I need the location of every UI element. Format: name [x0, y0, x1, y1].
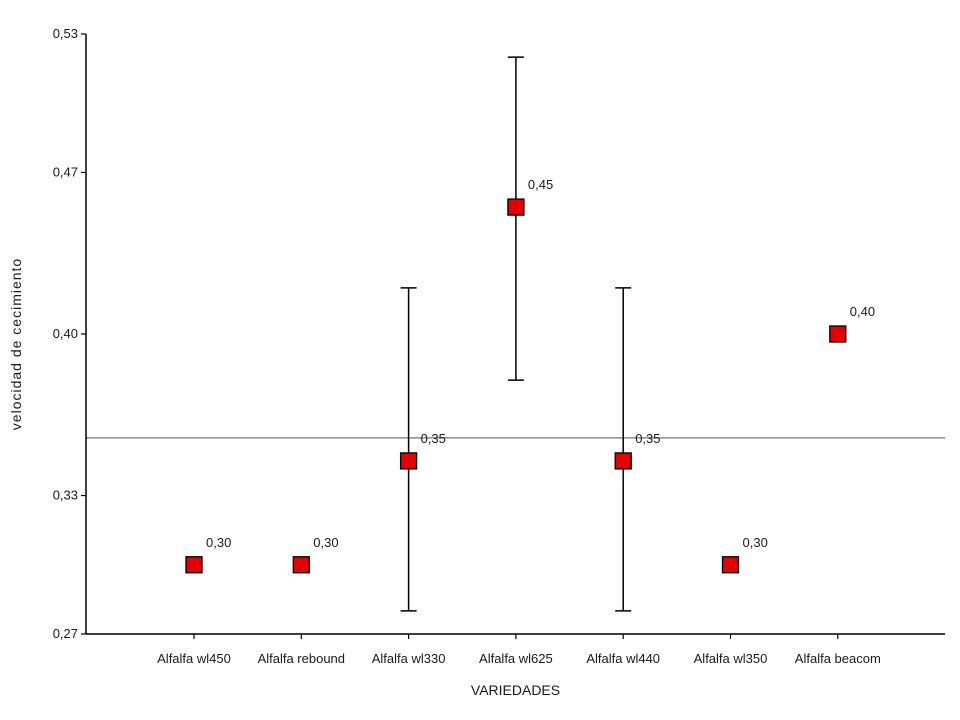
x-tick-label: Alfalfa wl350 [694, 651, 768, 666]
y-tick-label: 0,40 [53, 326, 78, 341]
x-tick-label: Alfalfa wl450 [157, 651, 231, 666]
y-tick-label: 0,53 [53, 26, 78, 41]
error-bar-layer [400, 56, 632, 612]
data-point-label: 0,30 [743, 535, 768, 550]
error-bar [615, 287, 632, 612]
data-point [507, 198, 525, 216]
data-points [185, 198, 847, 574]
data-point [399, 452, 418, 470]
error-bar [507, 56, 524, 381]
data-point [721, 556, 740, 574]
error-bar [400, 287, 417, 612]
data-point [614, 452, 632, 470]
data-point-label: 0,45 [528, 177, 553, 192]
x-tick-label: Alfalfa beacom [795, 651, 881, 666]
x-axis-title: VARIEDADES [471, 682, 560, 698]
y-ticks: 0,27 0,33 0,40 0,47 0,53 [53, 26, 86, 641]
x-tick-label: Alfalfa wl330 [372, 651, 446, 666]
data-point [292, 556, 310, 574]
data-point-label: 0,30 [206, 535, 231, 550]
data-point [185, 556, 203, 574]
x-tick-label: Alfalfa wl440 [586, 651, 660, 666]
data-point [829, 325, 847, 343]
point-labels: 0,30 0,30 0,35 0,45 0,35 0,30 0,40 [206, 177, 875, 550]
x-tick-label: Alfalfa wl625 [479, 651, 553, 666]
x-tick-label: Alfalfa rebound [258, 651, 345, 666]
data-point-label: 0,30 [313, 535, 338, 550]
data-point-label: 0,35 [635, 431, 660, 446]
y-axis-title: velocidad de cecimiento [8, 258, 24, 430]
y-tick-label: 0,27 [53, 626, 78, 641]
y-tick-label: 0,33 [53, 488, 78, 503]
y-tick-label: 0,47 [53, 164, 78, 179]
data-point-label: 0,40 [850, 304, 875, 319]
data-point-label: 0,35 [421, 431, 446, 446]
x-ticks: Alfalfa wl450 Alfalfa rebound Alfalfa wl33… [157, 634, 881, 666]
